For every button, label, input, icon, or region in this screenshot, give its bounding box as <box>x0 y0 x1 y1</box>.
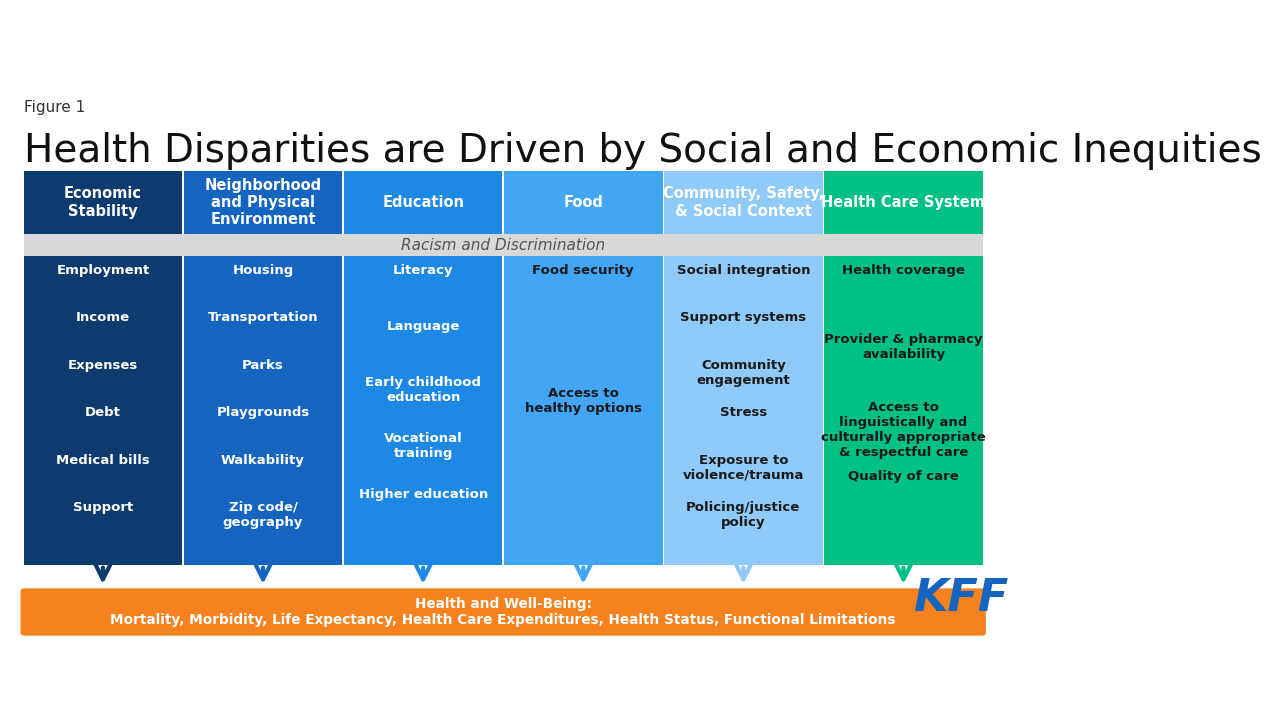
Text: Support systems: Support systems <box>680 312 806 325</box>
Text: Policing/justice
policy: Policing/justice policy <box>686 501 800 529</box>
Text: Access to
healthy options: Access to healthy options <box>525 387 641 415</box>
FancyBboxPatch shape <box>504 171 663 234</box>
Text: Housing: Housing <box>233 264 293 277</box>
Text: Employment: Employment <box>56 264 150 277</box>
Text: Playgrounds: Playgrounds <box>216 406 310 419</box>
Text: Stress: Stress <box>719 406 767 419</box>
Text: Vocational
training: Vocational training <box>384 432 462 460</box>
Text: Community, Safety,
& Social Context: Community, Safety, & Social Context <box>663 186 824 219</box>
Text: Language: Language <box>387 320 460 333</box>
Text: Debt: Debt <box>84 406 120 419</box>
Text: Health coverage: Health coverage <box>842 264 965 277</box>
FancyBboxPatch shape <box>824 171 983 234</box>
Text: Access to
linguistically and
culturally appropriate
& respectful care: Access to linguistically and culturally … <box>820 401 986 459</box>
FancyBboxPatch shape <box>184 256 342 564</box>
Text: Early childhood
education: Early childhood education <box>365 376 481 404</box>
Text: Health Disparities are Driven by Social and Economic Inequities: Health Disparities are Driven by Social … <box>23 132 1261 170</box>
Text: Provider & pharmacy
availability: Provider & pharmacy availability <box>824 333 983 361</box>
Text: Figure 1: Figure 1 <box>23 100 84 115</box>
Text: Neighborhood
and Physical
Environment: Neighborhood and Physical Environment <box>205 178 321 228</box>
Text: Walkability: Walkability <box>221 454 305 467</box>
FancyBboxPatch shape <box>20 588 986 636</box>
FancyBboxPatch shape <box>664 171 823 234</box>
Text: Literacy: Literacy <box>393 264 453 277</box>
FancyBboxPatch shape <box>344 171 503 234</box>
FancyBboxPatch shape <box>344 256 503 564</box>
Text: Health and Well-Being:
Mortality, Morbidity, Life Expectancy, Health Care Expend: Health and Well-Being: Mortality, Morbid… <box>110 597 896 627</box>
Text: Quality of care: Quality of care <box>849 469 959 482</box>
Text: Food security: Food security <box>532 264 634 277</box>
FancyBboxPatch shape <box>504 256 663 564</box>
Text: Racism and Discrimination: Racism and Discrimination <box>401 238 605 253</box>
Text: Economic
Stability: Economic Stability <box>64 186 142 219</box>
FancyBboxPatch shape <box>23 256 182 564</box>
FancyBboxPatch shape <box>664 256 823 564</box>
Text: Community
engagement: Community engagement <box>696 359 790 387</box>
Text: Medical bills: Medical bills <box>56 454 150 467</box>
FancyBboxPatch shape <box>824 256 983 564</box>
Text: Expenses: Expenses <box>68 359 138 372</box>
Text: Support: Support <box>73 501 133 514</box>
Text: Parks: Parks <box>242 359 284 372</box>
Text: Education: Education <box>383 195 465 210</box>
FancyBboxPatch shape <box>23 171 182 234</box>
Text: KFF: KFF <box>913 577 1009 620</box>
Text: Income: Income <box>76 312 131 325</box>
Text: Food: Food <box>563 195 603 210</box>
Text: Health Care System: Health Care System <box>822 195 986 210</box>
FancyBboxPatch shape <box>23 234 983 256</box>
Text: Social integration: Social integration <box>677 264 810 277</box>
Text: Zip code/
geography: Zip code/ geography <box>223 501 303 529</box>
Text: Higher education: Higher education <box>358 488 488 501</box>
Text: Exposure to
violence/trauma: Exposure to violence/trauma <box>682 454 804 482</box>
Text: Transportation: Transportation <box>207 312 319 325</box>
FancyBboxPatch shape <box>184 171 342 234</box>
